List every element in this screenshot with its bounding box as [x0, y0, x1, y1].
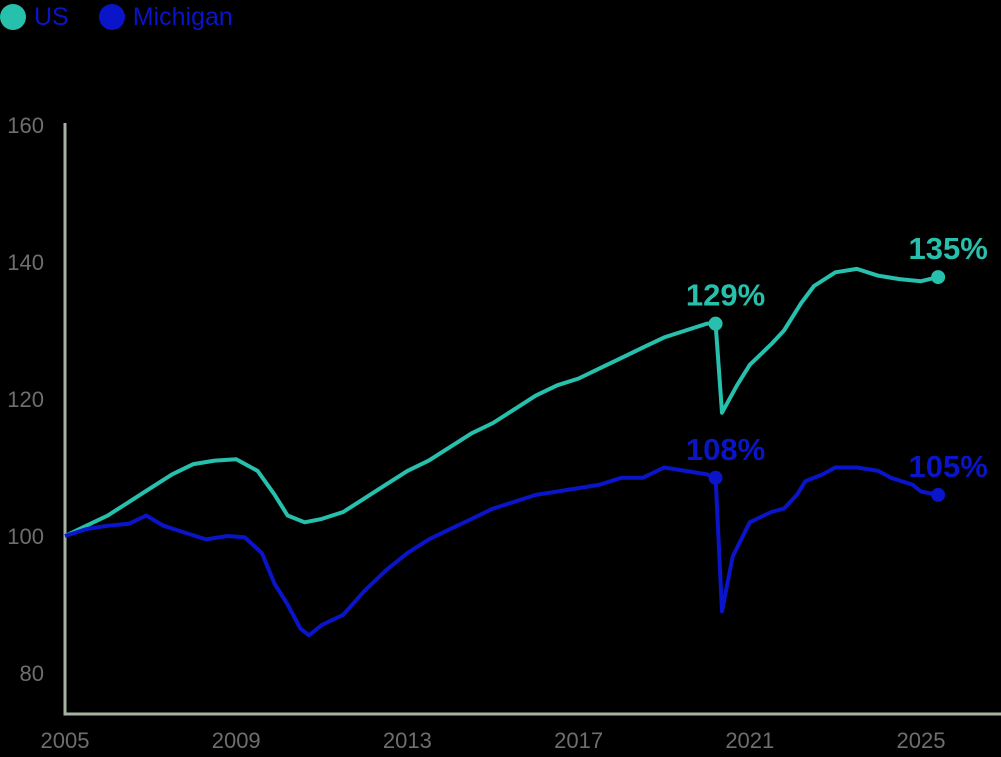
series-lines [64, 266, 939, 638]
annotation-marker-icon [931, 487, 946, 502]
legend-label-us: US [34, 2, 69, 31]
y-tick-label: 160 [7, 113, 44, 138]
annotation-label: 108% [686, 432, 765, 467]
x-tick-label: 2005 [41, 728, 90, 753]
annotation-marker-icon [708, 470, 723, 485]
annotation-label: 105% [908, 449, 987, 484]
x-axis-ticks: 2005 2009 2013 2017 2021 2025 [41, 728, 946, 753]
axis-lines [63, 123, 1001, 716]
series-line-us [64, 266, 939, 538]
legend-item-us[interactable]: US [0, 3, 69, 32]
x-tick-label: 2025 [897, 728, 946, 753]
annotation-marker-icon [708, 316, 723, 331]
legend-item-michigan[interactable]: Michigan [98, 2, 233, 32]
legend-label-michigan: Michigan [132, 2, 233, 31]
annotations: 129% 135% 108% 105% [686, 231, 988, 502]
legend-dot-us-icon [0, 4, 26, 30]
legend-dot-michigan-icon [98, 4, 125, 30]
y-tick-label: 140 [7, 250, 44, 275]
x-tick-label: 2017 [554, 728, 603, 753]
annotation-label: 129% [686, 278, 765, 313]
series-line-michigan [64, 465, 939, 638]
y-tick-label: 100 [7, 524, 44, 549]
x-tick-label: 2013 [383, 728, 432, 753]
y-axis-ticks: 80 100 120 140 160 [7, 113, 44, 686]
y-tick-label: 120 [7, 387, 44, 412]
annotation-label: 135% [908, 231, 987, 266]
annotation-marker-icon [931, 270, 946, 285]
x-tick-label: 2021 [725, 728, 774, 753]
y-tick-label: 80 [20, 661, 44, 686]
legend: US Michigan [0, 0, 263, 34]
x-tick-label: 2009 [212, 728, 261, 753]
